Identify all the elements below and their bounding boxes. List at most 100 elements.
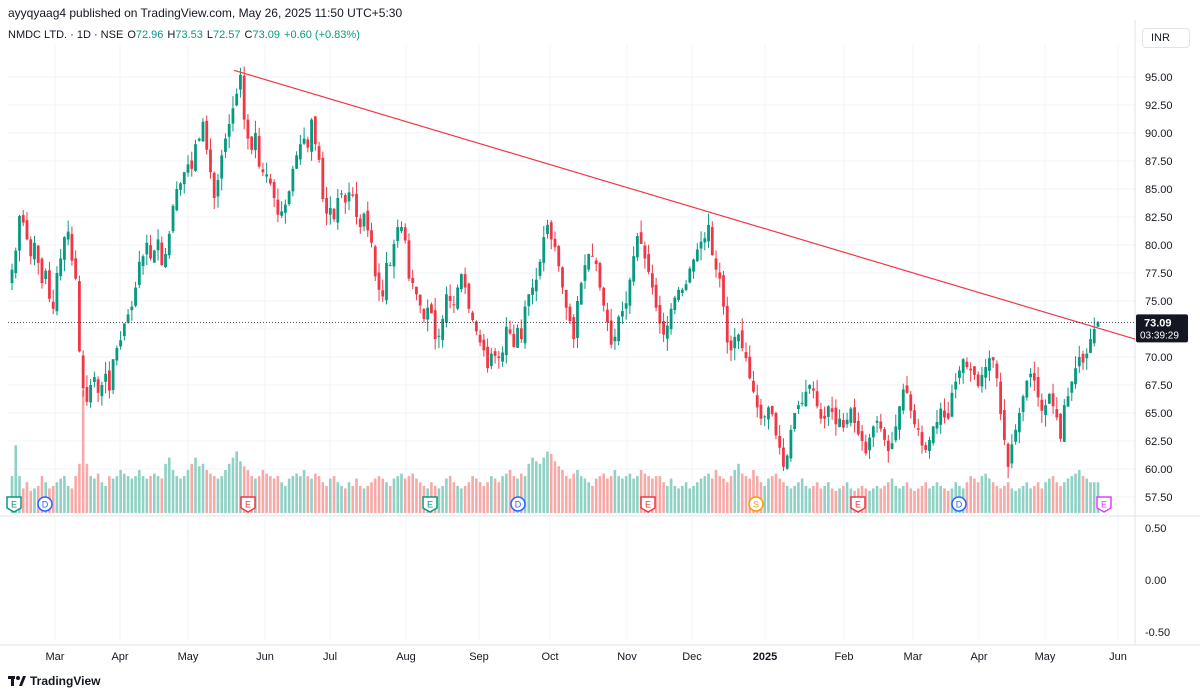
event-badge-d[interactable] bbox=[37, 496, 53, 512]
candle-body bbox=[830, 408, 834, 412]
time-axis-label: Nov bbox=[617, 651, 637, 663]
event-badge-s[interactable] bbox=[748, 496, 764, 512]
candle-body bbox=[51, 301, 55, 309]
volume-bar bbox=[531, 457, 534, 513]
candle-body bbox=[531, 287, 534, 295]
volume-bar bbox=[164, 463, 167, 513]
volume-bar bbox=[767, 478, 770, 513]
candle-body bbox=[583, 265, 587, 281]
event-badge-e[interactable] bbox=[6, 496, 22, 513]
volume-bar bbox=[325, 485, 328, 513]
candle-body bbox=[257, 136, 261, 167]
candle-body bbox=[400, 227, 403, 232]
volume-bar bbox=[396, 476, 400, 513]
candle-body bbox=[673, 297, 677, 310]
volume-bar bbox=[819, 488, 823, 513]
candle-body bbox=[370, 230, 373, 243]
candle-body bbox=[66, 231, 70, 240]
candle-body bbox=[553, 238, 557, 248]
candle-body bbox=[598, 263, 602, 288]
candle-body bbox=[317, 146, 321, 160]
candle-body bbox=[227, 124, 231, 137]
volume-bar bbox=[392, 478, 396, 513]
volume-bar bbox=[602, 473, 605, 513]
candle-body bbox=[467, 283, 471, 309]
candle-body bbox=[254, 133, 257, 151]
volume-bar bbox=[40, 476, 44, 513]
volume-bar bbox=[845, 482, 849, 513]
candle-body bbox=[602, 287, 606, 306]
event-badge-e[interactable] bbox=[850, 496, 866, 513]
volume-bar bbox=[182, 476, 186, 513]
candle-body bbox=[1085, 353, 1089, 359]
candle-body bbox=[119, 340, 122, 347]
volume-bar bbox=[310, 478, 313, 513]
candle-body bbox=[755, 395, 759, 408]
volume-bar bbox=[246, 469, 250, 513]
symbol-title[interactable]: NMDC LTD. · 1D · NSE bbox=[8, 29, 124, 41]
volume-bar bbox=[1006, 482, 1010, 513]
candle-body bbox=[197, 138, 201, 141]
candle-body bbox=[441, 318, 445, 341]
candle-body bbox=[669, 308, 673, 330]
volume-bar bbox=[167, 457, 171, 513]
candle-body bbox=[1044, 405, 1047, 416]
volume-bar bbox=[441, 485, 444, 513]
candle-body bbox=[677, 289, 680, 300]
candle-body bbox=[512, 333, 516, 347]
time-axis-label: Aug bbox=[396, 651, 416, 663]
volume-bar bbox=[212, 476, 216, 513]
volume-bar bbox=[651, 478, 654, 513]
volume-bar bbox=[366, 485, 370, 513]
candle-body bbox=[811, 388, 815, 391]
candle-body bbox=[860, 431, 864, 441]
volume-bar bbox=[55, 482, 59, 513]
event-badge-d[interactable] bbox=[510, 496, 526, 512]
volume-bar bbox=[456, 485, 459, 513]
volume-bar bbox=[370, 482, 373, 513]
event-badge-e[interactable] bbox=[1096, 496, 1112, 513]
event-badge-e[interactable] bbox=[422, 496, 438, 513]
volume-bar bbox=[227, 463, 231, 513]
volume-bar bbox=[868, 490, 871, 513]
event-badge-letter: E bbox=[245, 500, 251, 510]
volume-bar bbox=[1018, 488, 1021, 513]
candle-body bbox=[995, 363, 999, 379]
candle-body bbox=[426, 307, 430, 320]
volume-bar bbox=[89, 476, 92, 513]
event-badge-e[interactable] bbox=[640, 496, 656, 513]
candle-body bbox=[418, 294, 422, 306]
event-badge-e[interactable] bbox=[240, 496, 256, 513]
candle-body bbox=[643, 245, 647, 259]
volume-bar bbox=[1059, 485, 1062, 513]
volume-bar bbox=[306, 476, 310, 513]
candle-body bbox=[905, 385, 909, 393]
volume-bar bbox=[490, 476, 493, 513]
volume-bar bbox=[965, 482, 969, 513]
candle-body bbox=[928, 439, 931, 452]
trendline[interactable] bbox=[233, 69, 1136, 340]
volume-bar bbox=[1051, 476, 1055, 513]
price-axis-tick-label: 65.00 bbox=[1145, 408, 1173, 420]
volume-bar bbox=[14, 445, 18, 513]
candle-body bbox=[920, 432, 924, 446]
currency-button[interactable]: INR bbox=[1142, 28, 1190, 48]
volume-bar bbox=[388, 485, 392, 513]
candle-body bbox=[991, 357, 995, 361]
volume-bar bbox=[377, 476, 381, 513]
volume-bar bbox=[149, 476, 152, 513]
candle-body bbox=[707, 224, 710, 242]
candle-body bbox=[871, 426, 875, 438]
candle-body bbox=[1036, 377, 1040, 398]
volume-bar bbox=[21, 488, 25, 513]
volume-bar bbox=[340, 485, 343, 513]
candle-body bbox=[823, 415, 827, 419]
candle-body bbox=[445, 294, 448, 323]
volume-bar bbox=[808, 488, 811, 513]
event-badge-d[interactable] bbox=[951, 496, 967, 512]
volume-bar bbox=[284, 485, 287, 513]
candle-body bbox=[1055, 409, 1059, 418]
close-value: 73.09 bbox=[252, 29, 281, 41]
volume-bar bbox=[156, 476, 160, 513]
